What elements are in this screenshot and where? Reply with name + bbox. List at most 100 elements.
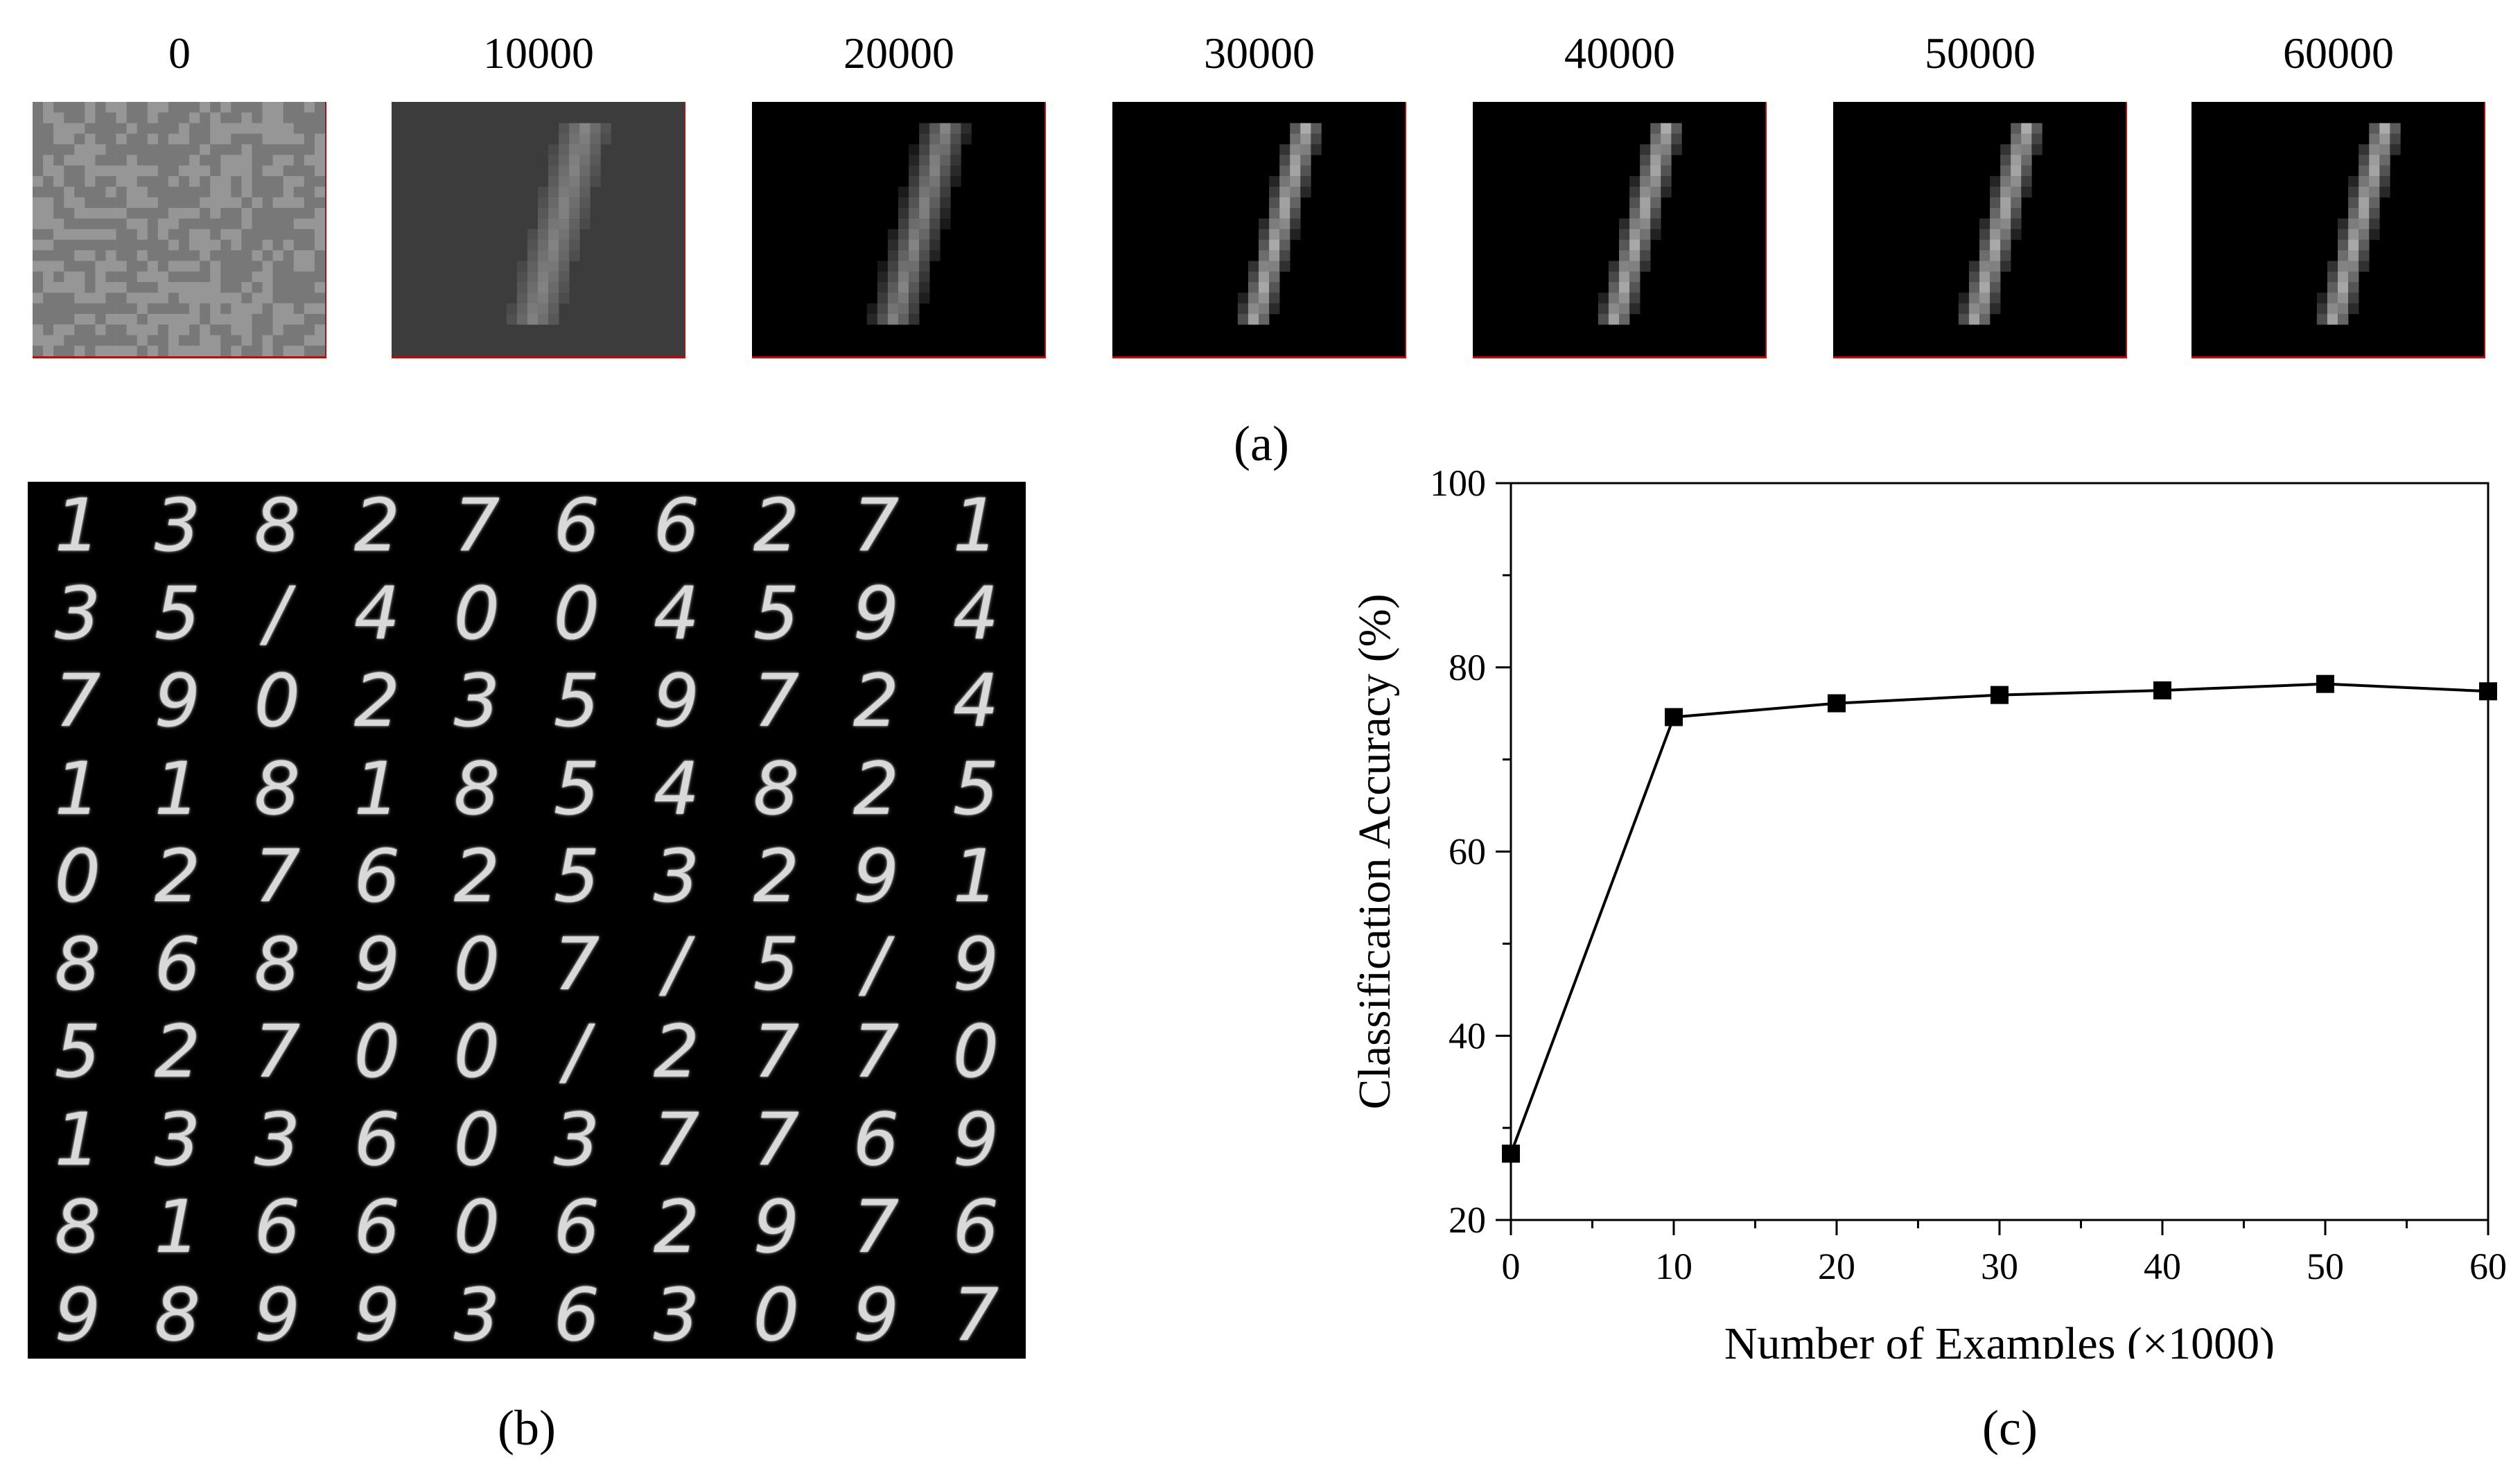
digit-cell: 0 (453, 1097, 500, 1182)
y-tick-label: 20 (1449, 1199, 1486, 1241)
digit-cell: / (864, 921, 889, 1006)
digit-cell: 6 (553, 1272, 600, 1357)
digit-cell: 0 (952, 1009, 999, 1095)
digit-cell: 6 (154, 921, 201, 1006)
y-axis-label: Classification Accuracy (%) (1349, 593, 1400, 1109)
x-tick-label: 20 (1818, 1246, 1855, 1287)
digit-cell: 5 (553, 834, 600, 919)
digit-cell: 3 (154, 1097, 201, 1182)
step-label: 30000 (1204, 28, 1315, 78)
digit-cell: 6 (653, 483, 700, 568)
step-label: 0 (168, 28, 191, 78)
digit-cell: 4 (353, 570, 401, 656)
data-point (2316, 674, 2334, 693)
panel-a-training-evolution: 0 10000 20000 30000 40000 50000 60000 (a) (0, 0, 2520, 471)
step-image (33, 102, 326, 358)
y-tick-label: 80 (1449, 647, 1486, 688)
x-axis-label: Number of Examples (×1000) (1724, 1318, 2275, 1359)
digit-cell: 1 (54, 483, 101, 568)
x-tick-label: 30 (1981, 1246, 2018, 1287)
digit-cell: 8 (54, 1185, 101, 1270)
step-image (2191, 102, 2485, 358)
step-image-pixels (1473, 102, 1765, 356)
step-image (752, 102, 1046, 358)
digit-cell: 1 (154, 1185, 201, 1270)
digit-cell: 9 (353, 921, 401, 1006)
digit-cell: 7 (753, 1097, 800, 1182)
digit-cell: 9 (852, 570, 900, 656)
digit-cell: 2 (453, 834, 500, 919)
panel-c-accuracy-chart: 0 10 20 30 40 50 60 20 40 60 80 100 Number of Exampl… (1303, 444, 2509, 1359)
digit-cell: 9 (952, 1097, 999, 1182)
digit-cell: 8 (54, 921, 101, 1006)
digit-cell: 1 (54, 746, 101, 831)
digit-cell: 3 (553, 1097, 600, 1182)
data-point (1828, 694, 1846, 713)
digit-cell: 7 (254, 1009, 301, 1095)
digit-cell: 2 (852, 746, 900, 831)
digit-cell: 8 (254, 921, 301, 1006)
digit-cell: 1 (54, 1097, 101, 1182)
digit-cell: 7 (753, 659, 800, 744)
digit-cell: 7 (453, 483, 500, 568)
digit-cell: 4 (653, 570, 700, 656)
digit-cell: 9 (353, 1272, 401, 1357)
digit-cell: 1 (353, 746, 401, 831)
data-point (1990, 686, 2009, 704)
digit-cell: 3 (653, 834, 700, 919)
digit-cell: 0 (353, 1009, 401, 1095)
digit-cell: 3 (453, 659, 500, 744)
digit-cell: 2 (353, 659, 401, 744)
digit-cell: 3 (453, 1272, 500, 1357)
step-image-pixels (752, 102, 1044, 356)
digit-cell: 7 (653, 1097, 700, 1182)
step-label: 40000 (1564, 28, 1675, 78)
digit-cell: 5 (952, 746, 999, 831)
digit-cell: 9 (753, 1185, 800, 1270)
digit-cell: 9 (54, 1272, 101, 1357)
step-image (1473, 102, 1767, 358)
digit-cell: 7 (753, 1009, 800, 1095)
digit-cell: 6 (553, 483, 600, 568)
digit-cell: 8 (753, 746, 800, 831)
digit-cell: 2 (353, 483, 401, 568)
digit-cell: 4 (653, 746, 700, 831)
x-tick-label: 10 (1655, 1246, 1692, 1287)
digit-cell: 0 (753, 1272, 800, 1357)
digit-cell: 7 (852, 1185, 900, 1270)
step-image (1833, 102, 2127, 358)
data-point (2479, 682, 2497, 701)
digit-cell: 0 (453, 1009, 500, 1095)
digit-cell: 3 (54, 570, 101, 656)
step-image-pixels (1112, 102, 1405, 356)
digit-cell: 0 (453, 570, 500, 656)
digit-cell: / (664, 921, 689, 1006)
digit-cell: 5 (154, 570, 201, 656)
digit-cell: 7 (852, 1009, 900, 1095)
digit-cell: 1 (154, 746, 201, 831)
step-label: 10000 (483, 28, 594, 78)
panel-b-digit-grid: 1 3 8 2 7 6 6 2 7 1 3 5/4 0 0 4 5 9 4 7 9 0 2 3 5 9 7 2 4 1 1 8 1 8 5 4 8 2 5… (28, 482, 1026, 1359)
digit-cell: 3 (154, 483, 201, 568)
digit-cell: / (265, 570, 290, 656)
digit-cell: 2 (154, 834, 201, 919)
digit-cell: 6 (952, 1185, 999, 1270)
x-tick-label: 0 (1502, 1246, 1521, 1287)
digit-cell: 2 (653, 1185, 700, 1270)
digit-cell: 6 (254, 1185, 301, 1270)
series-line (1510, 682, 2489, 1155)
digit-cell: 7 (852, 483, 900, 568)
digit-cell: 8 (154, 1272, 201, 1357)
step-label: 60000 (2283, 28, 2394, 78)
x-tick-label: 40 (2144, 1246, 2181, 1287)
digit-cell: 5 (553, 659, 600, 744)
digit-cell: 0 (254, 659, 301, 744)
step-image-pixels (2191, 102, 2484, 356)
x-tick-label: 60 (2469, 1246, 2507, 1287)
digit-cell: 8 (254, 483, 301, 568)
digit-cell: 6 (353, 1185, 401, 1270)
digit-cell: 1 (952, 834, 999, 919)
digit-cell: 6 (353, 1097, 401, 1182)
digit-cell: 0 (453, 1185, 500, 1270)
y-tick-label: 60 (1449, 831, 1486, 873)
